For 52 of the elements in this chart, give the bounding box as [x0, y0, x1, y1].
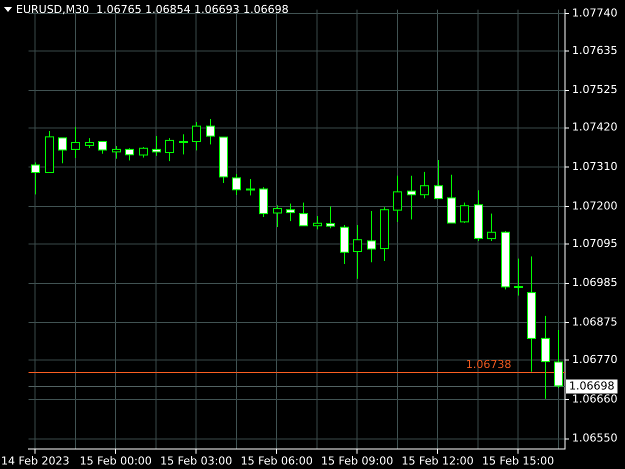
candlestick	[125, 148, 134, 161]
candlestick	[420, 171, 429, 199]
y-tick-label: 1.06550	[572, 432, 618, 445]
y-tick-label: 1.07095	[572, 236, 618, 250]
y-tick-label: 1.07635	[572, 44, 618, 57]
x-tick-label: 14 Feb 2023	[1, 454, 70, 468]
candlestick	[487, 213, 496, 242]
candlestick	[98, 140, 107, 154]
y-tick-label: 1.06660	[572, 392, 618, 406]
ref-line-label: 1.06738	[466, 358, 512, 371]
candlestick	[31, 162, 40, 195]
candlestick	[85, 138, 94, 148]
x-tick-label: 15 Feb 15:00	[482, 454, 554, 468]
candlestick	[273, 204, 282, 228]
candlestick	[165, 138, 174, 162]
y-tick-label: 1.07740	[572, 6, 618, 20]
candlestick	[434, 160, 443, 200]
x-tick-label: 15 Feb 09:00	[321, 454, 394, 468]
candlestick	[152, 136, 161, 156]
ref-line-label: 1.06698	[569, 379, 614, 392]
candlestick	[407, 175, 416, 220]
candlestick	[58, 137, 67, 164]
candlestick	[192, 122, 201, 151]
candlestick	[286, 203, 295, 222]
y-tick-label: 1.06985	[572, 276, 618, 290]
y-tick-label: 1.07200	[572, 199, 618, 212]
x-tick-label: 15 Feb 00:00	[80, 454, 152, 468]
x-tick-label: 15 Feb 12:00	[402, 454, 474, 468]
candlestick	[232, 173, 241, 196]
chart-title: EURUSD,M30 1.06765 1.06854 1.06693 1.06698	[16, 3, 289, 16]
candlestick	[353, 224, 362, 280]
candlestick	[541, 315, 550, 400]
y-tick-label: 1.07525	[572, 83, 618, 96]
candlestick	[299, 202, 308, 226]
candlestick	[514, 258, 523, 296]
y-tick-label: 1.06875	[572, 316, 618, 329]
y-tick-label: 1.07420	[572, 120, 618, 134]
candlestick	[313, 216, 322, 230]
candlestick	[460, 202, 469, 224]
candlestick	[393, 175, 402, 222]
candlestick	[179, 134, 188, 155]
candlestick	[206, 118, 215, 145]
candlestick	[112, 146, 121, 160]
x-tick-label: 15 Feb 06:00	[240, 454, 313, 468]
candlestick	[326, 206, 335, 229]
candlestick	[246, 178, 255, 196]
candlestick	[139, 146, 148, 158]
candlestick	[367, 210, 376, 263]
candlestick	[71, 126, 80, 158]
y-tick-label: 1.07310	[572, 160, 618, 174]
x-tick-label: 15 Feb 03:00	[160, 454, 232, 468]
y-tick-label: 1.06770	[572, 353, 618, 366]
